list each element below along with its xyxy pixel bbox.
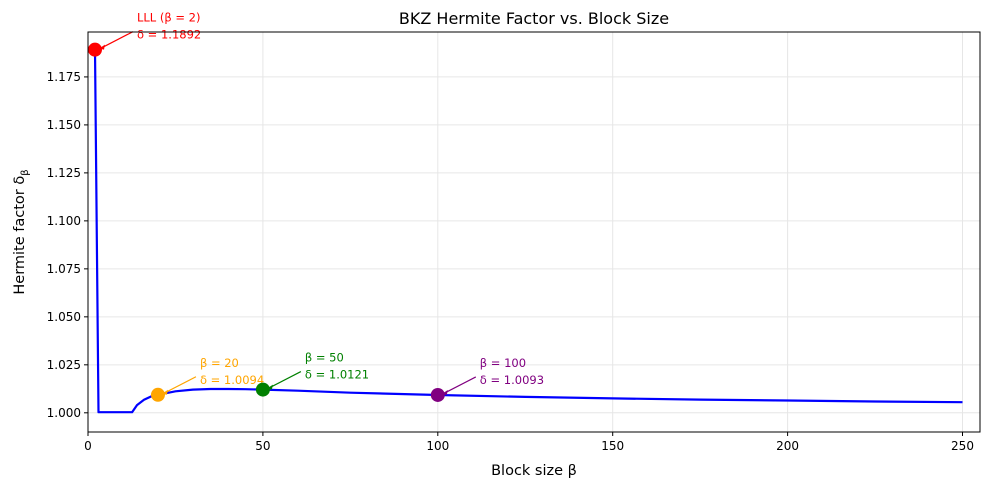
annotations: LLL (β = 2) δ = 1.1892 β = 20 δ = 1.0094 β =… [87, 11, 544, 402]
series-layer [93, 49, 963, 414]
y-tick-label: 1.075 [47, 262, 81, 276]
y-tick-label: 1.125 [47, 166, 81, 180]
annotation-arrow [267, 371, 302, 390]
chart-title: BKZ Hermite Factor vs. Block Size [399, 9, 669, 28]
annotation-value: δ = 1.0094 [200, 373, 264, 387]
y-tick-label: 1.150 [47, 118, 81, 132]
grid [87, 32, 980, 432]
ticks: 0 50 100 150 200 250 1.000 1.025 1.050 1.075 1.100… [47, 70, 974, 453]
annotation-value: δ = 1.0121 [305, 368, 369, 382]
plot-frame [87, 31, 981, 433]
annotation-label: β = 50 [305, 351, 344, 365]
annotation-arrow [442, 376, 477, 395]
x-axis-label: Block size β [491, 463, 577, 479]
x-tick-label: 250 [951, 439, 974, 453]
y-tick-label: 1.175 [47, 70, 81, 84]
y-tick-label: 1.025 [47, 358, 81, 372]
series-line [93, 49, 963, 414]
y-tick-label: 1.100 [47, 214, 81, 228]
x-tick-label: 50 [255, 439, 270, 453]
y-tick-label: 1.000 [47, 406, 81, 420]
highlight-marker [150, 387, 165, 402]
x-tick-label: 150 [601, 439, 624, 453]
x-tick-label: 0 [84, 439, 92, 453]
annotation-label: β = 100 [480, 356, 526, 370]
x-tick-label: 100 [426, 439, 449, 453]
annotation-arrow [162, 376, 197, 395]
annotation-value: δ = 1.1892 [137, 28, 201, 42]
annotation-label: LLL (β = 2) [137, 11, 200, 25]
y-axis-label: Hermite factor δβ [12, 169, 31, 294]
highlight-marker [430, 387, 445, 402]
x-tick-label: 200 [776, 439, 799, 453]
annotation-arrow [99, 31, 134, 50]
annotation-value: δ = 1.0093 [480, 373, 544, 387]
y-tick-label: 1.050 [47, 310, 81, 324]
highlight-marker [255, 382, 270, 397]
highlight-marker [87, 42, 102, 57]
annotation-label: β = 20 [200, 356, 239, 370]
